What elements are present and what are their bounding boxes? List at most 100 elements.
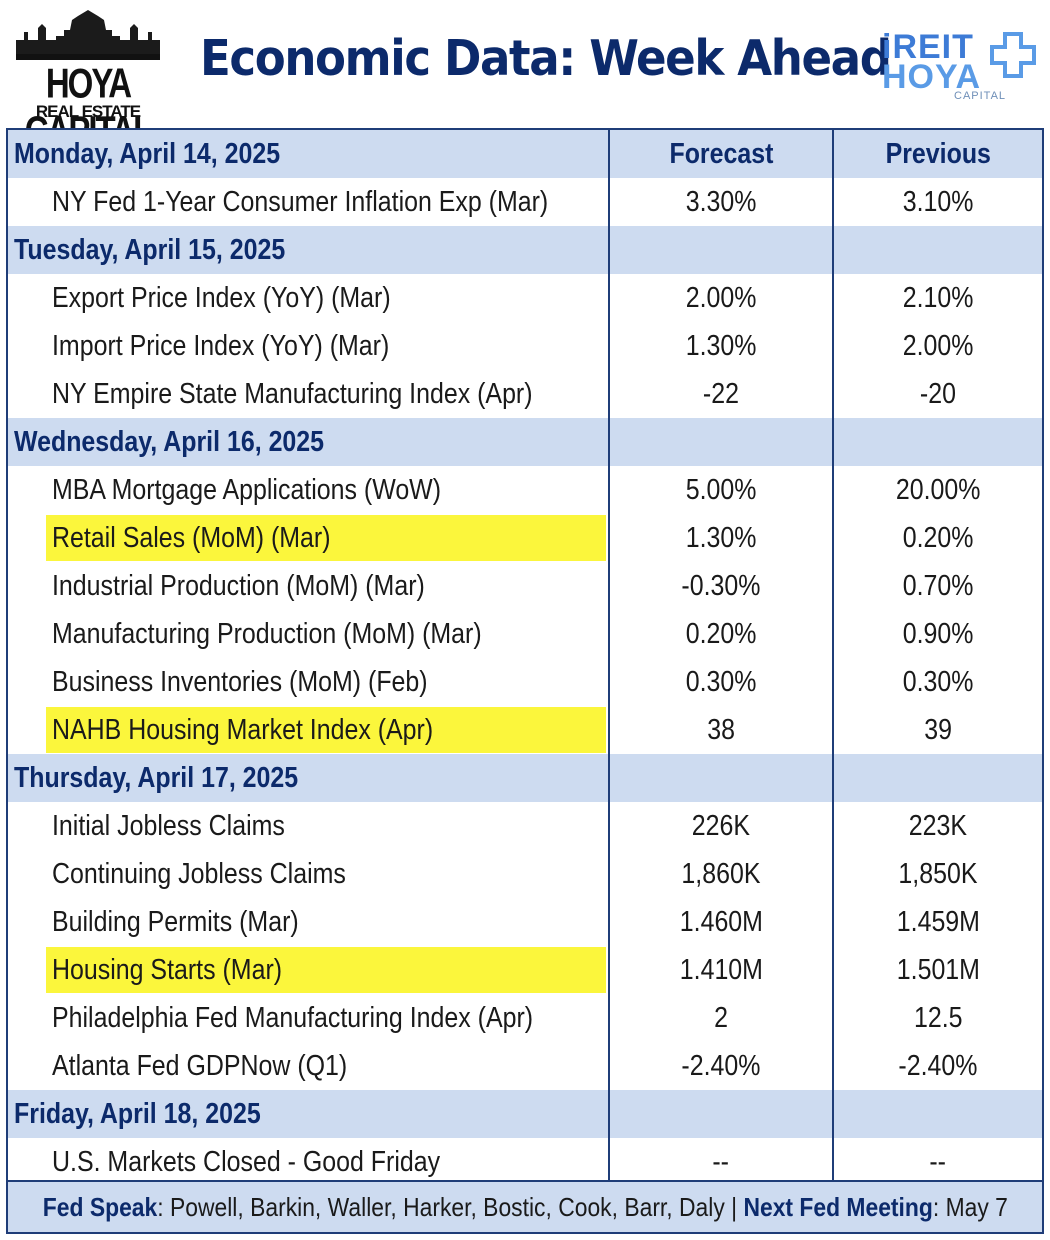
- event-name: Export Price Index (YoY) (Mar): [52, 281, 391, 314]
- event-name: Manufacturing Production (MoM) (Mar): [52, 617, 482, 650]
- previous-value: -20: [919, 377, 957, 410]
- forecast-value: 1,860K: [681, 857, 761, 890]
- capitol-skyline-icon: [16, 10, 160, 60]
- event-name: Atlanta Fed GDPNow (Q1): [52, 1049, 348, 1082]
- forecast-value: 1.30%: [685, 521, 757, 554]
- event-name: NY Empire State Manufacturing Index (Apr…: [52, 377, 533, 410]
- forecast-cell: 2.00%: [608, 274, 832, 322]
- forecast-cell: 38: [608, 706, 832, 754]
- forecast-cell: 1.410M: [608, 946, 832, 994]
- day-label-cell: Tuesday, April 15, 2025: [8, 226, 608, 274]
- forecast-value: -2.40%: [681, 1049, 761, 1082]
- event-name-cell: U.S. Markets Closed - Good Friday: [8, 1138, 608, 1186]
- day-label: Wednesday, April 16, 2025: [14, 425, 325, 458]
- forecast-value: 1.410M: [679, 953, 763, 986]
- previous-header-cell: [832, 418, 1042, 466]
- forecast-value: 2: [714, 1001, 728, 1034]
- previous-cell: 2.00%: [832, 322, 1042, 370]
- event-name: Business Inventories (MoM) (Feb): [52, 665, 428, 698]
- previous-cell: 1.459M: [832, 898, 1042, 946]
- table-row: Business Inventories (MoM) (Feb) 0.30% 0.3…: [8, 658, 1042, 706]
- forecast-value: 0.30%: [685, 665, 757, 698]
- forecast-value: 2.00%: [685, 281, 757, 314]
- forecast-value: 38: [707, 713, 735, 746]
- highlight-marker: [46, 515, 606, 561]
- event-name: Industrial Production (MoM) (Mar): [52, 569, 425, 602]
- header: HOYA CAPITAL REAL ESTATE Economic Data: …: [0, 0, 1050, 154]
- day-label: Tuesday, April 15, 2025: [14, 233, 286, 266]
- previous-value: 2.00%: [902, 329, 974, 362]
- previous-value: 0.70%: [902, 569, 974, 602]
- day-header-row: Wednesday, April 16, 2025: [8, 418, 1042, 466]
- event-name-cell: Business Inventories (MoM) (Feb): [8, 658, 608, 706]
- previous-cell: 223K: [832, 802, 1042, 850]
- page-title: Economic Data: Week Ahead: [200, 30, 892, 87]
- forecast-value: --: [712, 1145, 730, 1178]
- previous-cell: 0.20%: [832, 514, 1042, 562]
- forecast-cell: 226K: [608, 802, 832, 850]
- previous-value: 223K: [908, 809, 968, 842]
- previous-value: --: [929, 1145, 947, 1178]
- table-row: Manufacturing Production (MoM) (Mar) 0.20…: [8, 610, 1042, 658]
- previous-cell: 39: [832, 706, 1042, 754]
- previous-column-header: Previous: [885, 137, 991, 170]
- forecast-header-cell: [608, 226, 832, 274]
- day-label: Friday, April 18, 2025: [14, 1097, 261, 1130]
- previous-value: 39: [924, 713, 952, 746]
- table-row: Philadelphia Fed Manufacturing Index (Ap…: [8, 994, 1042, 1042]
- previous-cell: --: [832, 1138, 1042, 1186]
- event-name: Housing Starts (Mar): [52, 953, 283, 986]
- previous-cell: 0.90%: [832, 610, 1042, 658]
- forecast-cell: 0.20%: [608, 610, 832, 658]
- event-name-cell: Manufacturing Production (MoM) (Mar): [8, 610, 608, 658]
- event-name-cell: MBA Mortgage Applications (WoW): [8, 466, 608, 514]
- capital-text: CAPITAL: [954, 90, 1007, 102]
- previous-value: 12.5: [913, 1001, 963, 1034]
- footer-text: Fed Speak: Powell, Barkin, Waller, Harke…: [42, 1192, 1007, 1223]
- table-row: U.S. Markets Closed - Good Friday -- --: [8, 1138, 1042, 1186]
- day-header-row: Monday, April 14, 2025 Forecast Previous: [8, 130, 1042, 178]
- table-row: Building Permits (Mar) 1.460M 1.459M: [8, 898, 1042, 946]
- event-name: NAHB Housing Market Index (Apr): [52, 713, 434, 746]
- previous-header-cell: [832, 754, 1042, 802]
- forecast-header-cell: [608, 754, 832, 802]
- event-name-cell: Import Price Index (YoY) (Mar): [8, 322, 608, 370]
- logo-sub-text: REAL ESTATE: [35, 102, 141, 121]
- table-row: Industrial Production (MoM) (Mar) -0.30% 0…: [8, 562, 1042, 610]
- forecast-value: 1.460M: [679, 905, 763, 938]
- forecast-value: -0.30%: [681, 569, 761, 602]
- day-header-row: Tuesday, April 15, 2025: [8, 226, 1042, 274]
- forecast-cell: 1.460M: [608, 898, 832, 946]
- event-name-cell: Retail Sales (MoM) (Mar): [8, 514, 608, 562]
- next-meeting-text: : May 7: [932, 1191, 1008, 1222]
- previous-value: 1,850K: [898, 857, 978, 890]
- event-name-cell: Initial Jobless Claims: [8, 802, 608, 850]
- previous-cell: 0.30%: [832, 658, 1042, 706]
- day-label-cell: Friday, April 18, 2025: [8, 1090, 608, 1138]
- table-row: MBA Mortgage Applications (WoW) 5.00% 20.0…: [8, 466, 1042, 514]
- table-row: Import Price Index (YoY) (Mar) 1.30% 2.00%: [8, 322, 1042, 370]
- previous-value: 0.90%: [902, 617, 974, 650]
- fed-speak-text: : Powell, Barkin, Waller, Harker, Bostic…: [156, 1191, 744, 1222]
- table-row: Housing Starts (Mar) 1.410M 1.501M: [8, 946, 1042, 994]
- event-name: Building Permits (Mar): [52, 905, 299, 938]
- forecast-column-header: Forecast: [669, 137, 773, 170]
- forecast-value: 1.30%: [685, 329, 757, 362]
- forecast-cell: 0.30%: [608, 658, 832, 706]
- forecast-value: 226K: [691, 809, 751, 842]
- event-name: MBA Mortgage Applications (WoW): [52, 473, 442, 506]
- forecast-cell: 1.30%: [608, 514, 832, 562]
- previous-cell: 3.10%: [832, 178, 1042, 226]
- previous-value: -2.40%: [898, 1049, 978, 1082]
- forecast-value: 3.30%: [685, 185, 757, 218]
- event-name-cell: Philadelphia Fed Manufacturing Index (Ap…: [8, 994, 608, 1042]
- event-name-cell: Industrial Production (MoM) (Mar): [8, 562, 608, 610]
- previous-value: 0.30%: [902, 665, 974, 698]
- footer-bar: Fed Speak: Powell, Barkin, Waller, Harke…: [8, 1180, 1042, 1232]
- event-name-cell: Building Permits (Mar): [8, 898, 608, 946]
- table-row: Atlanta Fed GDPNow (Q1) -2.40% -2.40%: [8, 1042, 1042, 1090]
- event-name: Initial Jobless Claims: [52, 809, 285, 842]
- forecast-value: -22: [702, 377, 740, 410]
- event-name-cell: Export Price Index (YoY) (Mar): [8, 274, 608, 322]
- event-name: Continuing Jobless Claims: [52, 857, 346, 890]
